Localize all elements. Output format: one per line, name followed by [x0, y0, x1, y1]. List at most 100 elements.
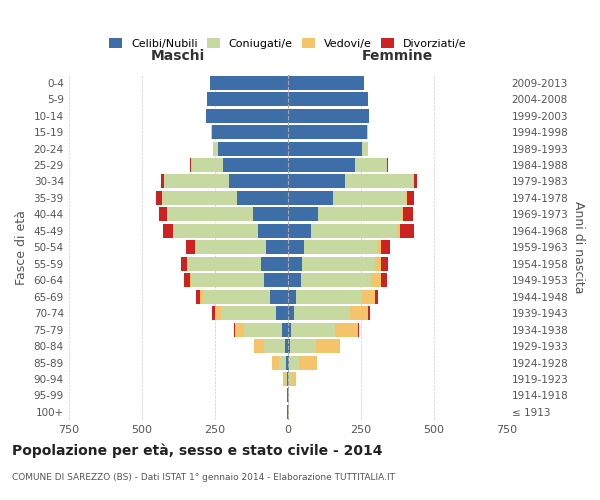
Bar: [156, 191, 162, 205]
Bar: [244, 322, 282, 336]
Bar: [362, 142, 368, 156]
Bar: [301, 273, 371, 287]
Bar: [213, 142, 218, 156]
Bar: [311, 224, 397, 238]
Bar: [265, 273, 287, 287]
Bar: [286, 372, 287, 386]
Bar: [381, 240, 390, 254]
Bar: [236, 191, 287, 205]
Text: Femmine: Femmine: [362, 49, 433, 63]
Bar: [168, 208, 253, 222]
Bar: [371, 273, 381, 287]
Bar: [184, 273, 190, 287]
Bar: [287, 76, 364, 90]
Bar: [403, 208, 413, 222]
Bar: [196, 240, 266, 254]
Bar: [190, 158, 191, 172]
Bar: [291, 322, 335, 336]
Bar: [191, 273, 265, 287]
Bar: [200, 290, 203, 304]
Bar: [287, 142, 362, 156]
Bar: [287, 208, 319, 222]
Bar: [335, 322, 358, 336]
Bar: [387, 158, 388, 172]
Bar: [187, 240, 195, 254]
Bar: [287, 322, 291, 336]
Bar: [285, 339, 287, 353]
Bar: [368, 306, 370, 320]
Bar: [234, 322, 235, 336]
Bar: [287, 257, 302, 271]
Bar: [290, 372, 296, 386]
Bar: [163, 224, 173, 238]
Bar: [299, 356, 317, 370]
Bar: [287, 290, 296, 304]
Bar: [162, 191, 236, 205]
Bar: [290, 339, 316, 353]
Y-axis label: Fasce di età: Fasce di età: [15, 210, 28, 285]
Bar: [333, 191, 406, 205]
Text: COMUNE DI SAREZZO (BS) - Dati ISTAT 1° gennaio 2014 - Elaborazione TUTTITALIA.IT: COMUNE DI SAREZZO (BS) - Dati ISTAT 1° g…: [12, 473, 395, 482]
Bar: [287, 224, 311, 238]
Bar: [272, 356, 279, 370]
Bar: [381, 257, 388, 271]
Bar: [406, 191, 407, 205]
Bar: [287, 125, 367, 139]
Bar: [350, 306, 368, 320]
Bar: [287, 306, 293, 320]
Bar: [355, 158, 387, 172]
Bar: [401, 208, 403, 222]
Bar: [344, 174, 413, 188]
Bar: [191, 158, 223, 172]
Bar: [376, 257, 381, 271]
Bar: [296, 290, 362, 304]
Text: Popolazione per età, sesso e stato civile - 2014: Popolazione per età, sesso e stato civil…: [12, 444, 383, 458]
Bar: [218, 142, 287, 156]
Bar: [302, 257, 376, 271]
Bar: [262, 257, 287, 271]
Bar: [164, 174, 229, 188]
Bar: [265, 339, 285, 353]
Bar: [190, 273, 191, 287]
Bar: [266, 240, 287, 254]
Y-axis label: Anni di nascita: Anni di nascita: [572, 201, 585, 294]
Bar: [211, 76, 287, 90]
Bar: [161, 174, 164, 188]
Bar: [203, 290, 270, 304]
Bar: [397, 224, 400, 238]
Bar: [287, 240, 304, 254]
Bar: [319, 208, 401, 222]
Bar: [304, 240, 377, 254]
Bar: [358, 322, 359, 336]
Bar: [253, 208, 287, 222]
Text: Maschi: Maschi: [151, 49, 205, 63]
Bar: [362, 290, 376, 304]
Bar: [316, 339, 340, 353]
Legend: Celibi/Nubili, Coniugati/e, Vedovi/e, Divorziati/e: Celibi/Nubili, Coniugati/e, Vedovi/e, Di…: [106, 35, 470, 52]
Bar: [221, 306, 276, 320]
Bar: [407, 191, 414, 205]
Bar: [400, 224, 414, 238]
Bar: [282, 322, 287, 336]
Bar: [187, 257, 188, 271]
Bar: [377, 240, 381, 254]
Bar: [270, 290, 287, 304]
Bar: [287, 158, 355, 172]
Bar: [276, 306, 287, 320]
Bar: [212, 125, 287, 139]
Bar: [286, 356, 287, 370]
Bar: [188, 257, 262, 271]
Bar: [287, 339, 290, 353]
Bar: [289, 356, 299, 370]
Bar: [381, 273, 387, 287]
Bar: [235, 322, 244, 336]
Bar: [158, 208, 167, 222]
Bar: [208, 92, 287, 106]
Bar: [174, 224, 259, 238]
Bar: [254, 339, 265, 353]
Bar: [367, 125, 368, 139]
Bar: [206, 108, 287, 122]
Bar: [229, 174, 287, 188]
Bar: [259, 224, 287, 238]
Bar: [287, 108, 370, 122]
